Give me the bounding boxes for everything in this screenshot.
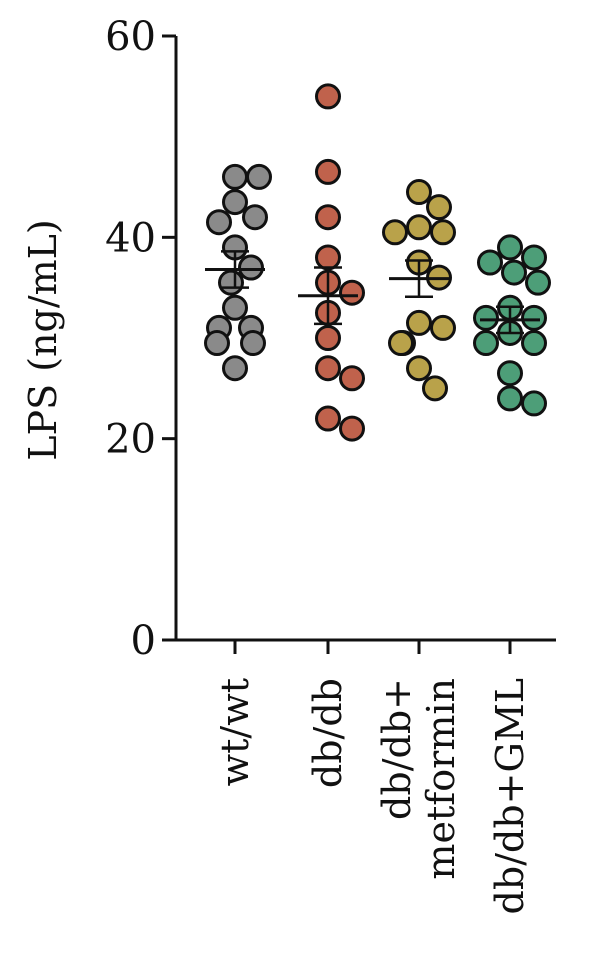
data-point	[339, 279, 365, 306]
x-axis: wt/wt db/db db/db+ metformin db/db+GML	[176, 638, 556, 914]
data-point	[521, 304, 547, 331]
x-category-label: db/db	[306, 678, 350, 788]
data-point	[204, 330, 230, 357]
data-point	[222, 189, 248, 216]
y-tick-label: 60	[105, 14, 156, 60]
data-point	[497, 360, 523, 387]
data-point	[315, 83, 341, 110]
mean-sem-markers	[205, 250, 540, 335]
data-point	[242, 204, 268, 231]
data-point	[339, 365, 365, 392]
data-point	[473, 330, 499, 357]
data-point	[222, 355, 248, 382]
data-point	[426, 194, 452, 221]
data-point	[246, 163, 272, 190]
data-point	[430, 314, 456, 341]
x-category-label: wt/wt	[213, 678, 257, 786]
data-point	[339, 415, 365, 442]
data-point	[406, 355, 432, 382]
data-point	[497, 385, 523, 412]
data-point	[222, 163, 248, 190]
data-point	[525, 269, 551, 296]
data-point	[406, 214, 432, 241]
y-tick-label: 20	[105, 417, 156, 463]
x-category-label: metformin	[419, 678, 463, 880]
data-point	[222, 294, 248, 321]
data-point	[315, 158, 341, 185]
data-point	[315, 405, 341, 432]
y-axis-title: LPS (ng/mL)	[21, 219, 65, 460]
data-point	[240, 330, 266, 357]
data-point	[238, 254, 264, 281]
data-point	[473, 304, 499, 331]
y-axis: 0 20 40 60	[105, 14, 178, 664]
y-tick-label: 40	[105, 215, 156, 261]
data-point	[315, 244, 341, 271]
data-point	[382, 219, 408, 246]
data-point	[521, 244, 547, 271]
data-point	[501, 259, 527, 286]
data-point	[388, 330, 414, 357]
data-point	[315, 325, 341, 351]
x-category-label: db/db+GML	[488, 678, 532, 914]
data-point	[497, 234, 523, 261]
data-point	[521, 330, 547, 357]
data-point	[477, 249, 503, 276]
data-point	[406, 309, 432, 336]
data-point	[315, 355, 341, 382]
data-point	[521, 390, 547, 417]
data-point	[406, 179, 432, 206]
data-point	[315, 204, 341, 231]
x-category-label: db/db+	[375, 678, 419, 820]
data-point	[218, 269, 244, 296]
data-points	[204, 83, 551, 442]
data-point	[430, 219, 456, 246]
y-tick-label: 0	[131, 618, 156, 664]
data-point	[422, 375, 448, 402]
data-point	[206, 209, 232, 236]
